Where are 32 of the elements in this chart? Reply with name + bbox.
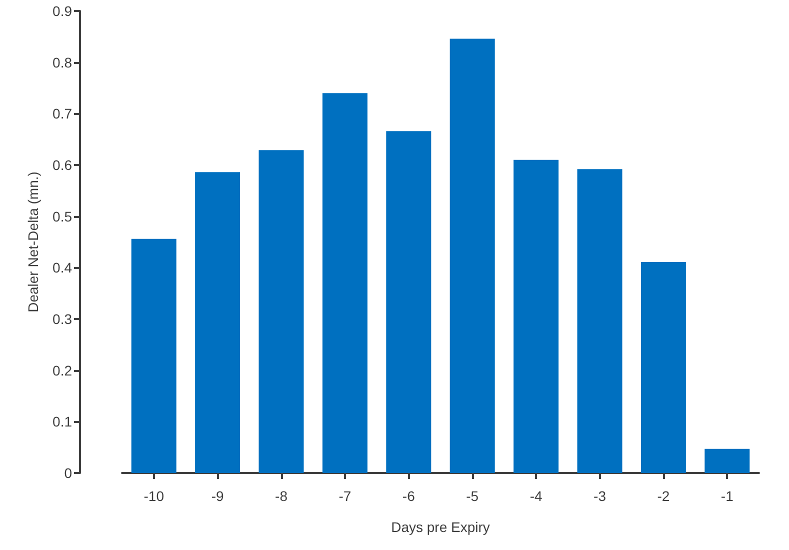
y-tick-label: 0.6 xyxy=(52,157,72,173)
y-tick-label: 0.5 xyxy=(52,208,72,224)
x-tick-label: -10 xyxy=(144,488,164,504)
y-tick-label: 0.7 xyxy=(52,106,72,122)
bar xyxy=(704,448,750,473)
bar xyxy=(450,38,495,473)
bar xyxy=(322,93,368,473)
x-axis-title: Days pre Expiry xyxy=(391,519,490,535)
bar xyxy=(258,150,304,473)
y-tick-label: 0.1 xyxy=(52,414,72,430)
y-tick-label: 0.2 xyxy=(52,362,72,378)
bar xyxy=(640,262,686,473)
x-tick-label: -1 xyxy=(720,488,734,504)
x-tick-label: -7 xyxy=(338,488,352,504)
x-tick-label: -2 xyxy=(657,488,670,504)
x-tick-label: -6 xyxy=(402,488,416,504)
y-axis-title: Dealer Net-Delta (mn.) xyxy=(25,172,41,312)
y-tick-label: 0.3 xyxy=(52,311,72,327)
bar xyxy=(386,131,432,473)
bar xyxy=(514,160,559,473)
bar xyxy=(577,169,622,473)
bar xyxy=(131,238,176,473)
bar xyxy=(195,172,240,473)
y-tick-label: 0 xyxy=(64,465,72,481)
y-tick-label: 0.8 xyxy=(52,54,72,70)
x-tick-label: -5 xyxy=(466,488,479,504)
x-tick-label: -9 xyxy=(211,488,224,504)
y-tick-label: 0.4 xyxy=(52,260,72,276)
y-tick-label: 0.9 xyxy=(52,3,72,19)
x-tick-label: -3 xyxy=(594,488,606,504)
x-tick-label: -8 xyxy=(275,488,288,504)
x-tick-label: -4 xyxy=(530,488,542,504)
